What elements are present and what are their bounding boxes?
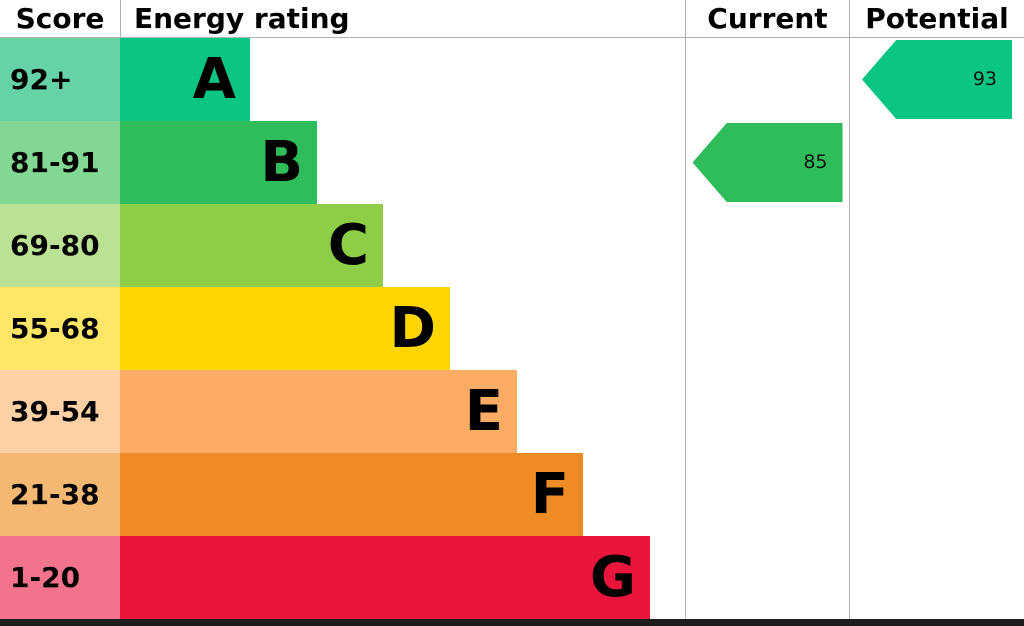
- band-row-f: 21-38 F: [0, 453, 1024, 536]
- current-cell: [685, 370, 849, 453]
- potential-cell: [849, 287, 1024, 370]
- rating-bar-d: D: [120, 287, 450, 370]
- rating-letter: F: [530, 461, 569, 527]
- rating-letter: B: [260, 129, 303, 195]
- band-row-b: 81-91 B 85: [0, 121, 1024, 204]
- current-cell: 85: [685, 121, 849, 204]
- rating-bar-b: B: [120, 121, 317, 204]
- rating-bar-f: F: [120, 453, 583, 536]
- score-range: 92+: [0, 38, 120, 121]
- score-range: 81-91: [0, 121, 120, 204]
- potential-cell: [849, 370, 1024, 453]
- band-row-g: 1-20 G: [0, 536, 1024, 619]
- band-row-a: 92+ A 93: [0, 38, 1024, 121]
- rating-cell: E: [120, 370, 685, 453]
- rating-cell: A: [120, 38, 685, 121]
- score-range: 39-54: [0, 370, 120, 453]
- band-rows: 92+ A 93 81-91 B 85 69-80 C 55-68 D 39-54 E 21-38 F 1-…: [0, 38, 1024, 619]
- band-row-d: 55-68 D: [0, 287, 1024, 370]
- score-range: 69-80: [0, 204, 120, 287]
- rating-letter: A: [192, 46, 236, 112]
- rating-cell: C: [120, 204, 685, 287]
- current-cell: [685, 38, 849, 121]
- rating-letter: D: [389, 295, 436, 361]
- header-current: Current: [685, 0, 849, 37]
- rating-cell: D: [120, 287, 685, 370]
- current-arrow: 85: [692, 122, 843, 203]
- header-energy-rating: Energy rating: [120, 0, 685, 37]
- header-score: Score: [15, 2, 105, 35]
- score-range: 55-68: [0, 287, 120, 370]
- current-cell: [685, 453, 849, 536]
- header-row: Score Energy rating Current Potential: [0, 0, 1024, 38]
- potential-value: 93: [972, 68, 997, 91]
- band-row-c: 69-80 C: [0, 204, 1024, 287]
- rating-cell: G: [120, 536, 685, 619]
- score-range: 1-20: [0, 536, 120, 619]
- score-range: 21-38: [0, 453, 120, 536]
- potential-cell: [849, 536, 1024, 619]
- potential-cell: [849, 204, 1024, 287]
- current-cell: [685, 204, 849, 287]
- band-row-e: 39-54 E: [0, 370, 1024, 453]
- rating-bar-g: G: [120, 536, 650, 619]
- potential-cell: 93: [849, 38, 1024, 121]
- potential-arrow: 93: [862, 39, 1012, 120]
- rating-bar-e: E: [120, 370, 517, 453]
- rating-bar-a: A: [120, 38, 250, 121]
- potential-cell: [849, 121, 1024, 204]
- rating-cell: B: [120, 121, 685, 204]
- rating-bar-c: C: [120, 204, 383, 287]
- current-value: 85: [803, 151, 828, 174]
- rating-letter: C: [327, 212, 369, 278]
- current-cell: [685, 536, 849, 619]
- bottom-border: [0, 619, 1024, 626]
- current-cell: [685, 287, 849, 370]
- rating-letter: E: [464, 378, 503, 444]
- rating-cell: F: [120, 453, 685, 536]
- rating-letter: G: [590, 544, 636, 610]
- header-potential: Potential: [849, 0, 1024, 37]
- potential-cell: [849, 453, 1024, 536]
